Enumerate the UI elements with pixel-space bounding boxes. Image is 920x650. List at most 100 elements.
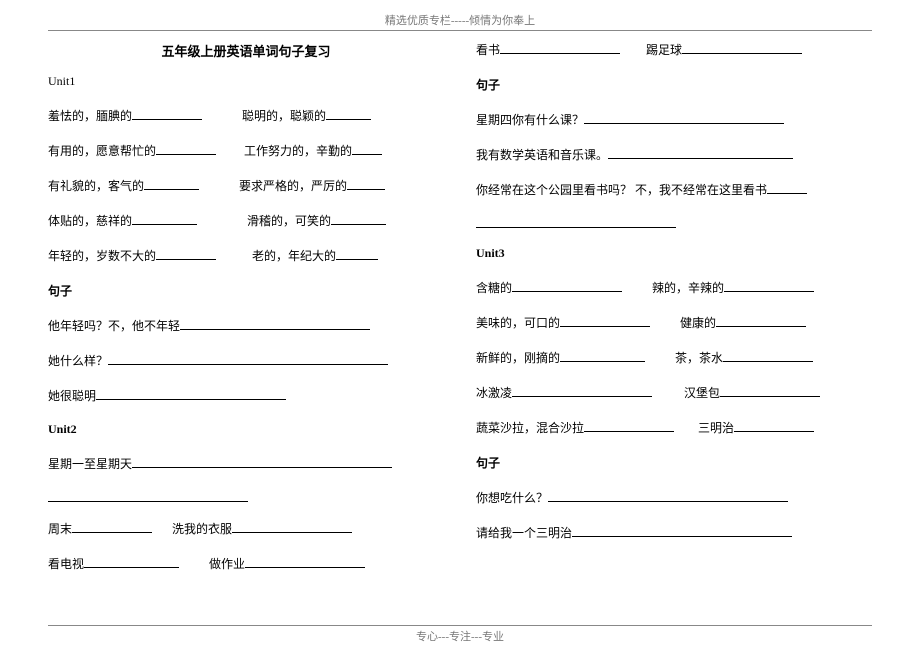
row-weekend-wash: 周末 洗我的衣服	[48, 520, 444, 537]
word-hardworking: 工作努力的，辛勤的	[244, 142, 352, 159]
sent-young-text: 他年轻吗？不，他不年轻	[48, 317, 180, 334]
sent-clever-text: 她很聪明	[48, 387, 96, 404]
blank	[48, 490, 248, 502]
word-fresh: 新鲜的，刚摘的	[476, 349, 560, 366]
sentence-heading-right2: 句子	[476, 454, 872, 471]
row-fresh-tea: 新鲜的，刚摘的 茶，茶水	[476, 349, 872, 366]
sent-subjects-text: 我有数学英语和音乐课。	[476, 146, 608, 163]
blank	[108, 353, 388, 365]
blank	[560, 315, 650, 327]
word-funny: 滑稽的，可笑的	[247, 212, 331, 229]
blank	[132, 108, 202, 120]
unit3-label: Unit3	[476, 246, 505, 261]
row-salad-sandwich: 蔬菜沙拉，混合沙拉 三明治	[476, 419, 872, 436]
row-tv-homework: 看电视 做作业	[48, 555, 444, 572]
sent-young: 他年轻吗？不，他不年轻	[48, 317, 444, 334]
blank	[326, 108, 371, 120]
sent-sandwich: 请给我一个三明治	[476, 524, 872, 541]
sentence-label: 句子	[48, 282, 72, 299]
blank	[512, 385, 652, 397]
blank	[96, 388, 286, 400]
word-kind: 体贴的，慈祥的	[48, 212, 132, 229]
word-delicious: 美味的，可口的	[476, 314, 560, 331]
row-divider	[48, 490, 444, 502]
sent-clever: 她很聪明	[48, 387, 444, 404]
unit2-heading: Unit2	[48, 422, 444, 437]
word-watch-tv: 看电视	[48, 555, 84, 572]
blank	[476, 216, 676, 228]
row-icecream-hamburger: 冰激凌 汉堡包	[476, 384, 872, 401]
word-football: 踢足球	[646, 41, 682, 58]
sent-thursday: 星期四你有什么课？	[476, 111, 872, 128]
word-old: 老的，年纪大的	[252, 247, 336, 264]
sent-eat-what: 你想吃什么？	[476, 489, 872, 506]
word-healthy: 健康的	[680, 314, 716, 331]
sent-eat-what-text: 你想吃什么？	[476, 489, 548, 506]
blank	[347, 178, 385, 190]
sent-whatlike: 她什么样？	[48, 352, 444, 369]
top-header: 精选优质专栏-----倾情为你奉上	[48, 12, 872, 31]
word-clever: 聪明的，聪颖的	[242, 107, 326, 124]
blank	[245, 556, 365, 568]
word-wash-clothes: 洗我的衣服	[172, 520, 232, 537]
sentence-label: 句子	[476, 76, 500, 93]
blank	[584, 420, 674, 432]
sent-park-read: 你经常在这个公园里看书吗？ 不，我不经常在这里看书	[476, 181, 872, 198]
row-helpful-hardworking: 有用的，愿意帮忙的 工作努力的，辛勤的	[48, 142, 444, 159]
row-shy-clever: 羞怯的，腼腆的 聪明的，聪颖的	[48, 107, 444, 124]
blank	[584, 112, 784, 124]
footer: 专心---专注---专业	[48, 625, 872, 644]
row-polite-strict: 有礼貌的，客气的 要求严格的，严厉的	[48, 177, 444, 194]
blank	[560, 350, 645, 362]
left-column: 五年级上册英语单词句子复习 Unit1 羞怯的，腼腆的 聪明的，聪颖的 有用的，…	[48, 41, 444, 572]
blank	[720, 385, 820, 397]
blank	[723, 350, 813, 362]
blank	[767, 182, 807, 194]
word-sandwich: 三明治	[698, 419, 734, 436]
sentence-label: 句子	[476, 454, 500, 471]
row-weekdays: 星期一至星期天	[48, 455, 444, 472]
blank	[144, 178, 199, 190]
blank	[608, 147, 793, 159]
word-read-book: 看书	[476, 41, 500, 58]
blank	[180, 318, 370, 330]
word-young: 年轻的，岁数不大的	[48, 247, 156, 264]
blank	[724, 280, 814, 292]
blank	[572, 525, 792, 537]
blank	[500, 42, 620, 54]
word-icecream: 冰激凌	[476, 384, 512, 401]
sentence-heading-right: 句子	[476, 76, 872, 93]
word-salad: 蔬菜沙拉，混合沙拉	[476, 419, 584, 436]
word-weekdays: 星期一至星期天	[48, 455, 132, 472]
word-weekend: 周末	[48, 520, 72, 537]
blank	[716, 315, 806, 327]
word-homework: 做作业	[209, 555, 245, 572]
blank	[156, 143, 216, 155]
blank	[84, 556, 179, 568]
word-strict: 要求严格的，严厉的	[239, 177, 347, 194]
sentence-heading-left: 句子	[48, 282, 444, 299]
word-sweet: 含糖的	[476, 279, 512, 296]
unit2-label: Unit2	[48, 422, 77, 437]
blank	[72, 521, 152, 533]
blank	[682, 42, 802, 54]
blank	[132, 456, 392, 468]
word-hot: 辣的，辛辣的	[652, 279, 724, 296]
blank	[331, 213, 386, 225]
two-columns: 五年级上册英语单词句子复习 Unit1 羞怯的，腼腆的 聪明的，聪颖的 有用的，…	[48, 41, 872, 572]
row-read-football: 看书 踢足球	[476, 41, 872, 58]
blank	[734, 420, 814, 432]
word-polite: 有礼貌的，客气的	[48, 177, 144, 194]
doc-title: 五年级上册英语单词句子复习	[48, 41, 444, 60]
blank	[156, 248, 216, 260]
sent-sandwich-text: 请给我一个三明治	[476, 524, 572, 541]
right-column: 看书 踢足球 句子 星期四你有什么课？ 我有数学英语和音乐课。 你经常在这个公园…	[476, 41, 872, 572]
unit3-heading: Unit3	[476, 246, 872, 261]
page: 精选优质专栏-----倾情为你奉上 五年级上册英语单词句子复习 Unit1 羞怯…	[0, 0, 920, 580]
row-kind-funny: 体贴的，慈祥的 滑稽的，可笑的	[48, 212, 444, 229]
row-divider-r	[476, 216, 872, 228]
blank	[336, 248, 378, 260]
blank	[352, 143, 382, 155]
unit1-label: Unit1	[48, 74, 75, 89]
word-tea: 茶，茶水	[675, 349, 723, 366]
